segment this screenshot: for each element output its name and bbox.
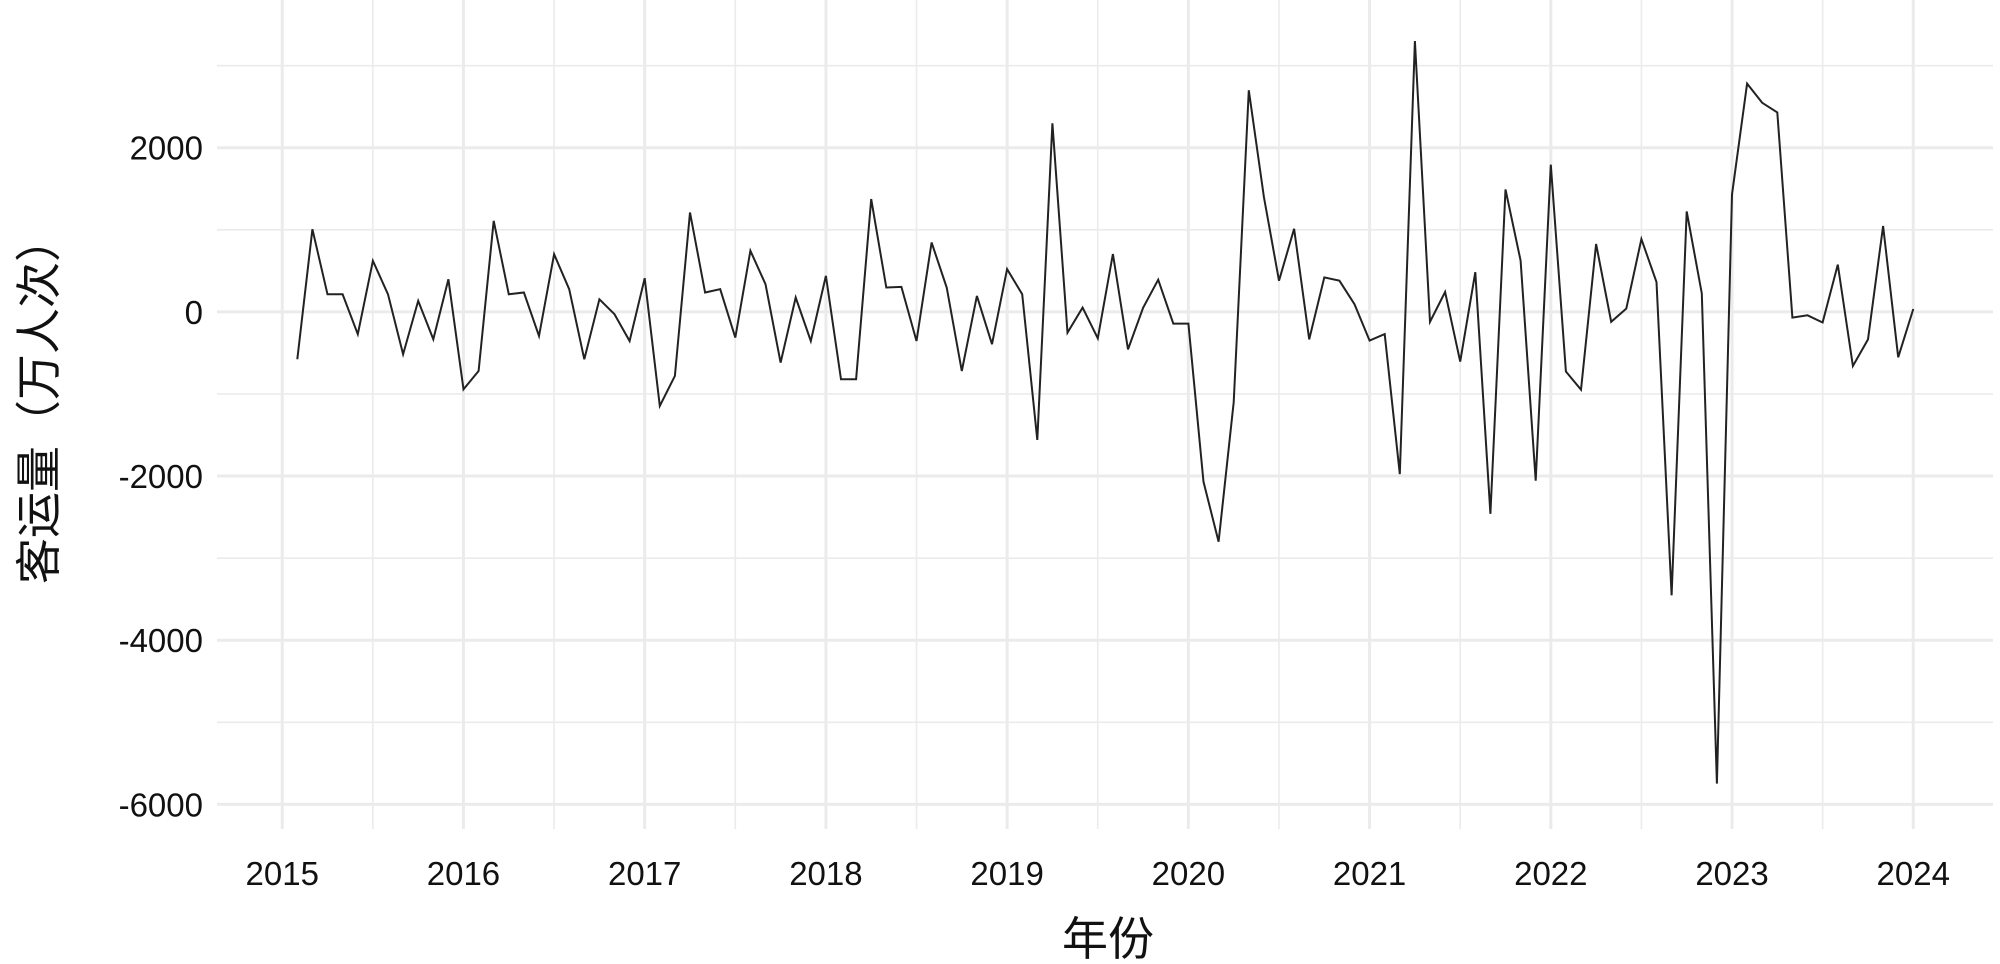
- x-tick-label: 2018: [789, 855, 862, 892]
- x-tick-label: 2015: [246, 855, 319, 892]
- x-axis-title: 年份: [1062, 912, 1154, 964]
- x-tick-label: 2023: [1695, 855, 1768, 892]
- y-tick-label: -6000: [119, 786, 203, 823]
- x-tick-label: 2017: [608, 855, 681, 892]
- x-tick-label: 2016: [427, 855, 500, 892]
- y-axis-title: 客运量（万人次）: [12, 216, 66, 584]
- grid: [217, 0, 1993, 829]
- y-tick-label: -4000: [119, 622, 203, 659]
- x-tick-label: 2022: [1514, 855, 1587, 892]
- x-tick-label: 2019: [970, 855, 1043, 892]
- series-layer: [296, 40, 1915, 784]
- x-axis-ticks: 2015 2016 2017 2018 2019 2020 2021 2022 2023 2024: [246, 855, 1950, 892]
- y-axis-ticks: -6000 -4000 -2000 0 2000: [119, 130, 203, 824]
- x-tick-label: 2021: [1333, 855, 1406, 892]
- y-tick-label: 0: [185, 294, 203, 331]
- y-tick-label: -2000: [119, 458, 203, 495]
- x-tick-label: 2020: [1152, 855, 1225, 892]
- y-tick-label: 2000: [130, 130, 203, 167]
- x-tick-label: 2024: [1877, 855, 1950, 892]
- series-line: [296, 40, 1915, 784]
